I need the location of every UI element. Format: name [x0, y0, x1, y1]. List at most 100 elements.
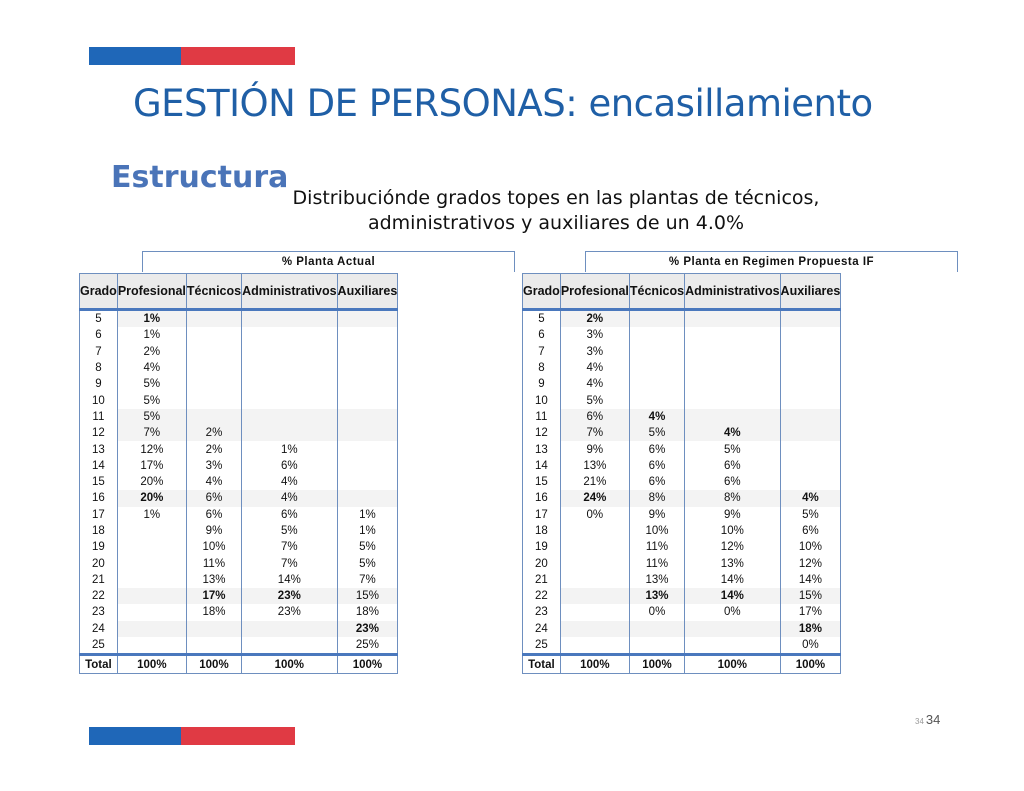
table-cell: 25% — [336, 636, 399, 655]
table-cell: 22 — [79, 588, 118, 605]
table-cell: 15 — [79, 473, 118, 491]
table-row: 7 2% — [79, 343, 399, 360]
table-row: 13 12% 2% 1% — [79, 441, 399, 458]
table-cell: 20% — [116, 473, 187, 491]
total-cell: 100% — [116, 653, 187, 675]
table-cell — [185, 359, 243, 377]
table-cell: 4% — [559, 359, 630, 377]
table-cell — [779, 309, 842, 328]
table-cell — [241, 343, 338, 360]
table-cell: 5% — [241, 522, 338, 540]
table-cell — [684, 376, 781, 393]
table-cell — [185, 408, 243, 426]
table-cell: 14% — [241, 571, 338, 589]
table-cell: 6% — [628, 457, 686, 474]
table-cell: 14 — [522, 457, 561, 474]
table-row: 15 21% 6% 6% — [522, 473, 842, 491]
column-header-grado: Grado — [79, 273, 118, 311]
table-cell — [779, 425, 842, 442]
table-cell — [336, 425, 399, 442]
table-cell: 13 — [522, 441, 561, 458]
table-cell — [559, 539, 630, 556]
table-cell — [559, 636, 630, 655]
table-cell: 14% — [684, 588, 781, 605]
table-cell: 22 — [522, 588, 561, 605]
column-header-tcnicos: Técnicos — [185, 273, 243, 311]
data-table-left: Grado Profesional Técnicos Administrativos A… — [79, 273, 399, 675]
table-cell: 14% — [779, 571, 842, 589]
table-row: 21 13% 14% 7% — [79, 571, 399, 589]
table-cell: 12 — [79, 425, 118, 442]
table-cell: 6% — [779, 522, 842, 540]
table-cell: 18% — [185, 604, 243, 621]
group-header-planta-propuesta: % Planta en Regimen Propuesta IF — [585, 251, 958, 272]
table-row: 14 17% 3% 6% — [79, 457, 399, 474]
table-cell: 6% — [185, 506, 243, 523]
table-cell — [628, 636, 686, 655]
table-row: 6 1% — [79, 327, 399, 344]
table-cell — [185, 620, 243, 637]
table-cell: 3% — [559, 327, 630, 344]
table-row: 18 9% 5% 1% — [79, 522, 399, 540]
table-cell: 8% — [628, 490, 686, 507]
column-header-administrativos: Administrativos — [241, 273, 338, 311]
table-cell: 5% — [116, 376, 187, 393]
table-cell — [628, 327, 686, 344]
table-cell: 6% — [185, 490, 243, 507]
page-number-main: 34 — [925, 712, 941, 727]
table-cell — [336, 309, 399, 328]
data-table-right: Grado Profesional Técnicos Administrativos A… — [522, 273, 842, 675]
table-row: 15 20% 4% 4% — [79, 473, 399, 491]
table-row: 16 24% 8% 8% 4% — [522, 490, 842, 507]
table-cell: 1% — [116, 309, 187, 328]
table-cell: 3% — [559, 343, 630, 360]
table-row: 21 13% 14% 14% — [522, 571, 842, 589]
table-cell — [336, 392, 399, 409]
table-cell: 16 — [522, 490, 561, 507]
column-header-auxiliares: Auxiliares — [336, 273, 399, 311]
table-cell — [185, 392, 243, 409]
table-row: 12 7% 2% — [79, 425, 399, 442]
table-cell: 10% — [684, 522, 781, 540]
total-cell: 100% — [336, 653, 399, 675]
total-cell: 100% — [628, 653, 686, 675]
table-cell — [779, 457, 842, 474]
table-cell: 2% — [185, 425, 243, 442]
table-cell: 7% — [336, 571, 399, 589]
total-cell: Total — [522, 653, 561, 675]
table-cell: 13% — [628, 588, 686, 605]
table-cell — [336, 327, 399, 344]
table-cell — [336, 376, 399, 393]
table-cell: 6% — [559, 408, 630, 426]
table-cell: 5% — [336, 539, 399, 556]
table-cell — [684, 392, 781, 409]
table-row: 20 11% 13% 12% — [522, 555, 842, 572]
table-cell: 5% — [116, 392, 187, 409]
table-cell: 2% — [559, 309, 630, 328]
table-row: 8 4% — [522, 359, 842, 377]
table-cell — [779, 376, 842, 393]
table-cell — [336, 473, 399, 491]
table-cell: 20 — [522, 555, 561, 572]
table-cell: 3% — [185, 457, 243, 474]
table-cell: 12% — [779, 555, 842, 572]
table-cell: 23 — [79, 604, 118, 621]
table-cell: 9% — [559, 441, 630, 458]
table-cell: 16 — [79, 490, 118, 507]
table-cell — [684, 408, 781, 426]
total-cell: 100% — [241, 653, 338, 675]
table-cell: 21 — [79, 571, 118, 589]
table-cell — [336, 359, 399, 377]
table-cell: 15% — [336, 588, 399, 605]
table-cell: 24% — [559, 490, 630, 507]
table-row: 25 0% — [522, 636, 842, 655]
table-cell: 6% — [628, 441, 686, 458]
table-row: 19 11% 12% 10% — [522, 539, 842, 556]
table-cell — [116, 604, 187, 621]
table-cell: 11% — [628, 555, 686, 572]
table-row: 14 13% 6% 6% — [522, 457, 842, 474]
table-cell — [628, 359, 686, 377]
table-cell — [559, 604, 630, 621]
table-cell — [684, 327, 781, 344]
table-cell: 10 — [522, 392, 561, 409]
